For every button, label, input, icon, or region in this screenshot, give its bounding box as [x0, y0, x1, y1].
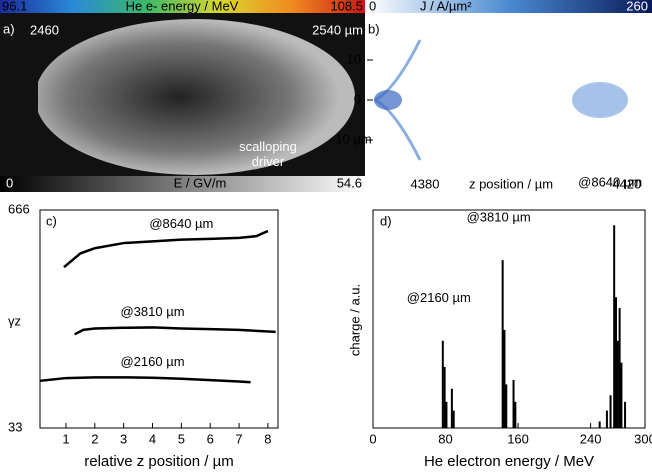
- bar: [624, 401, 627, 428]
- bubble: [374, 90, 402, 110]
- y-tick-label: 10: [347, 51, 361, 66]
- colorbar-label: He e- energy / MeV: [126, 0, 239, 13]
- x-tick-label: 300: [634, 431, 652, 446]
- x-tick-label: 80: [438, 431, 452, 446]
- bar: [605, 410, 608, 428]
- bar: [512, 380, 515, 428]
- colorbar-min: 96.1: [2, 0, 27, 13]
- series-label: @8640 µm: [149, 216, 213, 231]
- panel-label: c): [46, 213, 57, 228]
- x-tick-label: 240: [580, 431, 602, 446]
- x-tick-label: 3: [120, 431, 127, 446]
- heatmap-edge: [0, 13, 38, 176]
- bar: [620, 362, 623, 428]
- bar: [505, 384, 508, 428]
- bar: [614, 297, 617, 428]
- bar: [443, 366, 446, 428]
- x-tick-label: 8: [264, 431, 271, 446]
- y-axis-label: charge / a.u.: [347, 284, 362, 356]
- colorbar-max: 260: [626, 0, 648, 13]
- x-axis-label: z position / µm: [469, 176, 553, 191]
- x-tick-label: 2: [91, 431, 98, 446]
- bar: [503, 329, 506, 428]
- y-axis-label: γz: [8, 313, 21, 328]
- x-tick-label: 1: [62, 431, 69, 446]
- bar: [618, 308, 621, 428]
- bar: [445, 401, 448, 428]
- annotation: @3810 µm: [467, 210, 531, 225]
- annotation: @2160 µm: [407, 290, 471, 305]
- x-tick-label: 0: [369, 431, 376, 446]
- colorbar2-max: 54.6: [337, 175, 362, 190]
- colorbar-label: J / A/µm²: [420, 0, 472, 13]
- series-label: @3810 µm: [120, 304, 184, 319]
- driver: [572, 82, 628, 118]
- panel-label: a): [3, 21, 15, 36]
- colorbar2-label: E / GV/m: [174, 175, 227, 190]
- x-tick-label: 6: [207, 431, 214, 446]
- panel-label: d): [380, 213, 392, 228]
- bar: [452, 410, 455, 428]
- y-tick-label: -10 µm: [331, 131, 372, 146]
- bar: [616, 340, 619, 428]
- bar: [514, 401, 517, 428]
- x-axis-label: relative z position / µm: [84, 453, 234, 470]
- panel-b: [367, 0, 652, 161]
- x-tick-label: 5: [178, 431, 185, 446]
- panel-a: [0, 0, 365, 192]
- series-line: [74, 326, 276, 336]
- panel-label: b): [368, 21, 380, 36]
- bar: [450, 388, 453, 428]
- bar: [609, 395, 612, 428]
- colorbar: [0, 176, 365, 192]
- series-label: @2160 µm: [120, 354, 184, 369]
- x-tick-label: 4: [149, 431, 156, 446]
- colorbar: [367, 0, 652, 13]
- y-tick-label: 0: [354, 91, 361, 106]
- annotation: @8640 µm: [578, 175, 642, 190]
- x-tick-label: 160: [507, 431, 529, 446]
- bar: [501, 260, 504, 428]
- bar: [598, 421, 601, 428]
- colorbar-max: 108.5: [330, 0, 363, 13]
- annotation: scalloping driver: [239, 139, 297, 169]
- x-tick-label: 7: [235, 431, 242, 446]
- x-tick-label: 2540 µm: [312, 22, 363, 37]
- bar: [613, 225, 616, 428]
- series-line: [63, 229, 269, 269]
- bar: [441, 340, 444, 428]
- y-tick-label: 33: [8, 419, 22, 434]
- colorbar-min: 0: [369, 0, 376, 13]
- x-tick-label: 2460: [30, 22, 59, 37]
- y-tick-label: 666: [8, 201, 30, 216]
- colorbar: [0, 0, 365, 13]
- colorbar2-min: 0: [6, 175, 13, 190]
- axes-c: [39, 209, 279, 429]
- wake: [35, 19, 355, 175]
- x-tick-label: 4380: [411, 176, 440, 191]
- axes-d: [372, 209, 646, 429]
- x-tick-label: 4420: [612, 176, 641, 191]
- series-line: [39, 376, 251, 384]
- x-axis-label: He electron energy / MeV: [424, 453, 594, 470]
